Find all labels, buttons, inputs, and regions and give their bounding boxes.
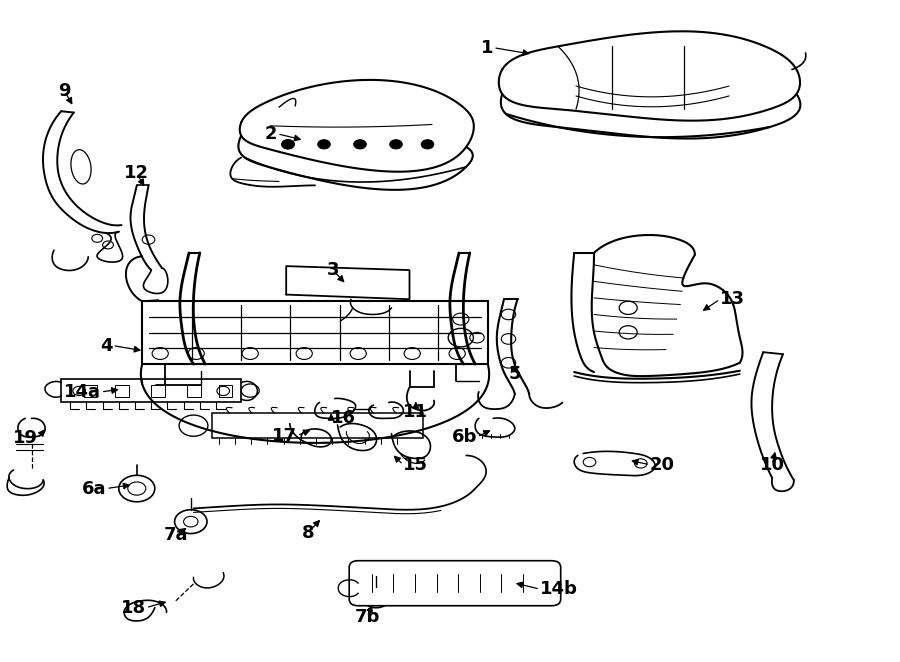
Text: 11: 11 (403, 402, 428, 421)
Text: 10: 10 (760, 455, 785, 474)
Text: 3: 3 (327, 261, 339, 279)
Circle shape (318, 140, 330, 149)
Bar (212, 413, 423, 438)
Bar (61, 379, 241, 402)
Circle shape (421, 140, 434, 149)
Text: 2: 2 (265, 124, 277, 143)
Bar (219, 385, 232, 397)
Text: 14a: 14a (64, 383, 101, 401)
Text: 6b: 6b (452, 428, 477, 446)
Text: 9: 9 (58, 82, 71, 101)
Circle shape (282, 140, 294, 149)
Text: 7b: 7b (355, 608, 380, 626)
Text: 20: 20 (650, 455, 675, 474)
Text: 14b: 14b (540, 580, 578, 598)
Text: 6a: 6a (82, 479, 106, 498)
FancyBboxPatch shape (349, 561, 561, 606)
Text: 7a: 7a (164, 526, 189, 544)
Text: 1: 1 (481, 38, 493, 57)
Text: 16: 16 (331, 409, 356, 428)
Text: 8: 8 (302, 524, 314, 542)
Text: 19: 19 (13, 429, 38, 448)
Text: 12: 12 (124, 164, 149, 183)
Text: 15: 15 (403, 455, 428, 474)
Circle shape (282, 140, 294, 149)
Bar (187, 385, 201, 397)
Bar (115, 385, 129, 397)
Text: 13: 13 (720, 290, 745, 308)
Circle shape (390, 140, 402, 149)
Text: 5: 5 (508, 365, 521, 383)
Ellipse shape (71, 150, 91, 184)
Text: 4: 4 (100, 336, 112, 355)
Text: 18: 18 (121, 598, 146, 617)
Text: 17: 17 (272, 426, 297, 445)
Bar (84, 385, 97, 397)
Circle shape (354, 140, 366, 149)
Bar (151, 385, 165, 397)
